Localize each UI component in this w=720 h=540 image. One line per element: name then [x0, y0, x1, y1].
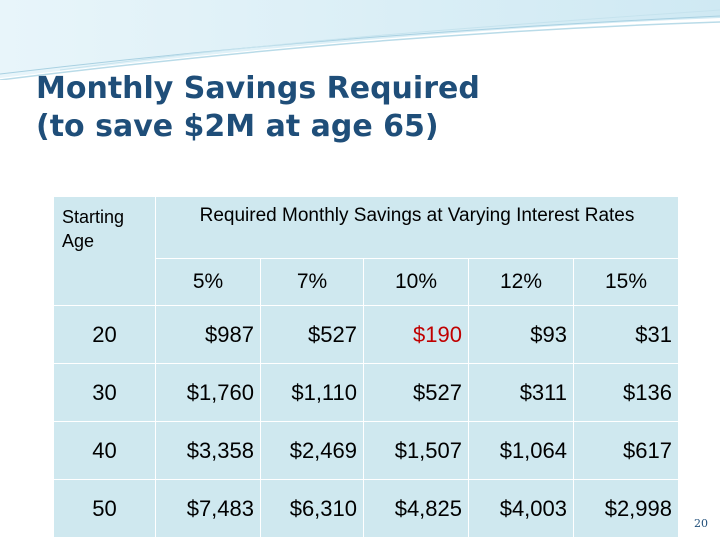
value-cell: $1,760 — [155, 363, 261, 422]
age-cell: 20 — [53, 305, 156, 364]
value-cell: $6,310 — [260, 479, 364, 538]
value-cell: $311 — [468, 363, 574, 422]
value-cell: $4,825 — [363, 479, 469, 538]
rate-header-row: 5% 7% 10% 12% 15% — [54, 258, 679, 306]
value-cell: $2,469 — [260, 421, 364, 480]
value-cell: $2,998 — [573, 479, 679, 538]
value-cell: $31 — [573, 305, 679, 364]
value-cell: $3,358 — [155, 421, 261, 480]
value-cell: $1,110 — [260, 363, 364, 422]
table-row: 40 $3,358 $2,469 $1,507 $1,064 $617 — [53, 421, 679, 480]
table-row: 30 $1,760 $1,110 $527 $311 $136 — [53, 363, 679, 422]
rate-header: 15% — [573, 258, 679, 306]
slide-title: Monthly Savings Required (to save $2M at… — [36, 70, 480, 146]
required-savings-header: Required Monthly Savings at Varying Inte… — [155, 196, 679, 259]
value-cell: $1,507 — [363, 421, 469, 480]
page-number: 20 — [694, 517, 708, 530]
table-header-row: Starting Age Required Monthly Savings at… — [53, 196, 679, 306]
value-cell: $7,483 — [155, 479, 261, 538]
age-cell: 40 — [53, 421, 156, 480]
age-cell: 50 — [53, 479, 156, 538]
value-cell: $987 — [155, 305, 261, 364]
age-cell: 30 — [53, 363, 156, 422]
highlighted-value-cell: $190 — [363, 305, 469, 364]
header-decoration — [0, 0, 720, 80]
title-line-1: Monthly Savings Required — [36, 71, 480, 106]
rate-header: 10% — [363, 258, 469, 306]
value-cell: $527 — [260, 305, 364, 364]
starting-age-header: Starting Age — [53, 196, 156, 306]
value-cell: $1,064 — [468, 421, 574, 480]
rate-header: 5% — [155, 258, 261, 306]
value-cell: $4,003 — [468, 479, 574, 538]
savings-table: Starting Age Required Monthly Savings at… — [53, 196, 679, 538]
rate-header: 7% — [260, 258, 364, 306]
value-cell: $136 — [573, 363, 679, 422]
rate-header: 12% — [468, 258, 574, 306]
value-cell: $93 — [468, 305, 574, 364]
table-row: 20 $987 $527 $190 $93 $31 — [53, 305, 679, 364]
table-row: 50 $7,483 $6,310 $4,825 $4,003 $2,998 — [53, 479, 679, 538]
title-line-2: (to save $2M at age 65) — [36, 109, 439, 144]
value-cell: $617 — [573, 421, 679, 480]
value-cell: $527 — [363, 363, 469, 422]
